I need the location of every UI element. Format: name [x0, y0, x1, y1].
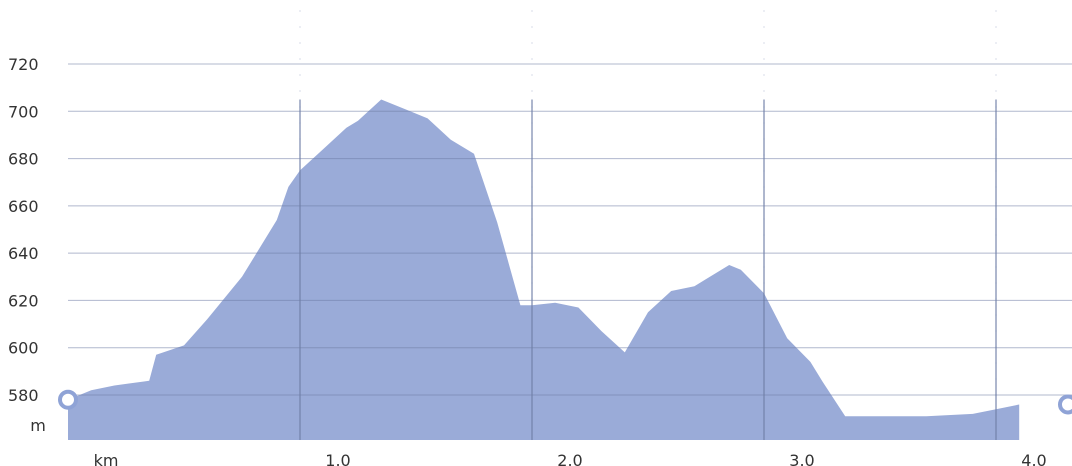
elevation-area — [68, 99, 1020, 440]
x-axis-label: km — [94, 451, 119, 466]
y-tick-label-660: 660 — [8, 197, 39, 216]
x-tick-label-0: 1.0 — [325, 451, 350, 466]
y-tick-label-600: 600 — [8, 339, 39, 358]
x-axis-ticks: 1.0 2.0 3.0 4.0 — [325, 451, 1046, 466]
start-marker — [58, 389, 78, 410]
y-axis-ticks: 580 600 620 640 660 680 700 720 — [8, 55, 39, 405]
y-tick-label-620: 620 — [8, 291, 39, 310]
x-tick-label-2: 3.0 — [789, 451, 814, 466]
y-tick-label-720: 720 — [8, 55, 39, 74]
y-tick-label-640: 640 — [8, 244, 39, 263]
y-tick-label-580: 580 — [8, 386, 39, 405]
end-marker — [1058, 394, 1072, 415]
y-tick-label-680: 680 — [8, 150, 39, 169]
x-tick-label-3: 4.0 — [1021, 451, 1046, 466]
y-axis-label: m — [30, 416, 46, 435]
y-tick-label-700: 700 — [8, 102, 39, 121]
grid-overlay — [68, 63, 1072, 440]
x-tick-label-1: 2.0 — [557, 451, 582, 466]
